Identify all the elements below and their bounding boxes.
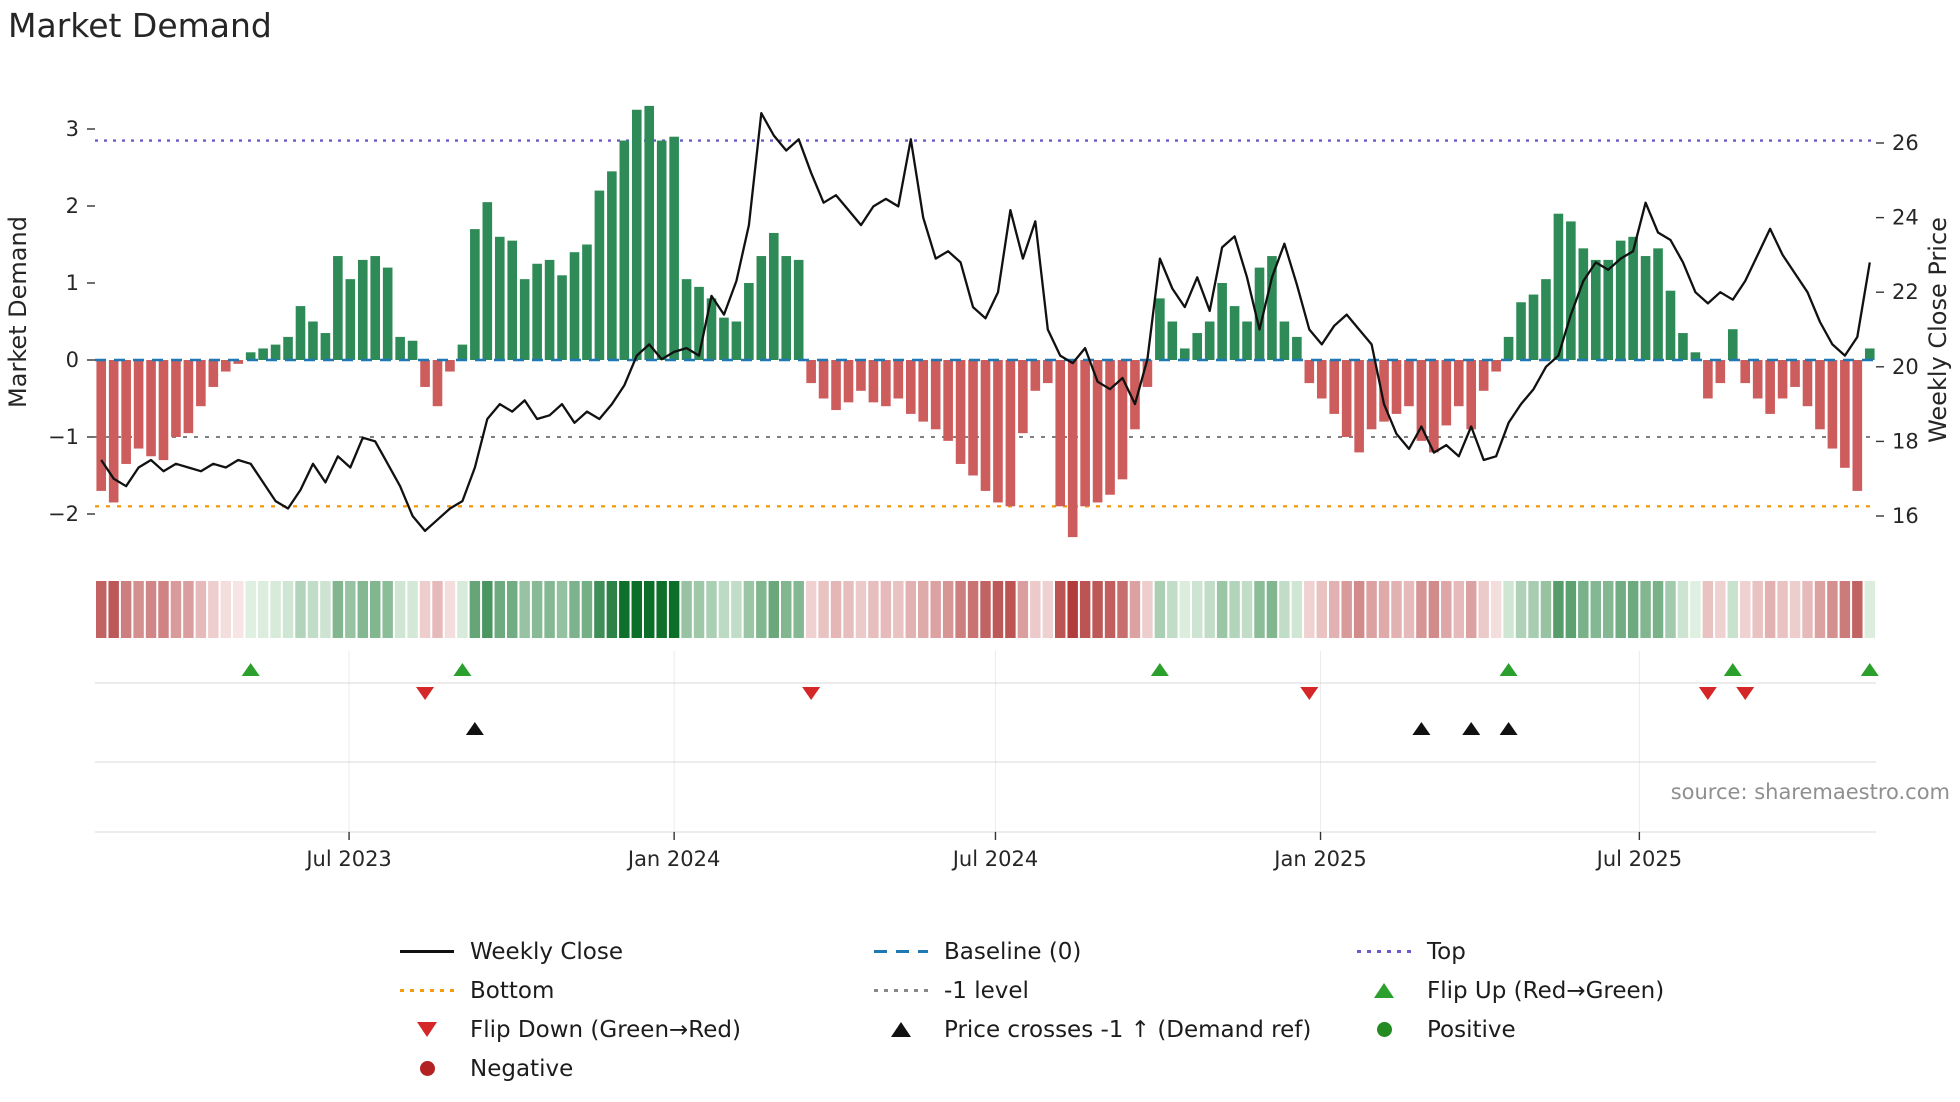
svg-text:1: 1 — [66, 271, 79, 295]
legend-item-bottom: Bottom — [398, 971, 741, 1010]
legend-item-negative: Negative — [398, 1049, 741, 1088]
legend-column-2: Baseline (0) -1 level Price crosses -1 ↑ (… — [872, 932, 1311, 1049]
svg-text:16: 16 — [1892, 504, 1919, 528]
legend-label: Negative — [470, 1055, 574, 1082]
left-axis-label: Market Demand — [4, 216, 32, 408]
legend-item-price-crosses-1-demand-ref: Price crosses -1 ↑ (Demand ref) — [872, 1010, 1311, 1049]
legend-item-flip-up-red-green: Flip Up (Red→Green) — [1355, 971, 1664, 1010]
svg-text:−2: −2 — [48, 502, 79, 526]
right-axis-ticks: 26 24 22 20 18 16 — [1876, 131, 1919, 528]
legend-label: Flip Up (Red→Green) — [1427, 977, 1665, 1004]
svg-text:3: 3 — [66, 117, 79, 141]
legend-label: Baseline (0) — [944, 938, 1082, 965]
legend-line-icon — [398, 950, 456, 953]
legend-dotted-icon — [398, 989, 456, 992]
svg-text:24: 24 — [1892, 206, 1919, 230]
legend-label: Weekly Close — [470, 938, 623, 965]
legend-item-positive: Positive — [1355, 1010, 1664, 1049]
right-axis-label: Weekly Close Price — [1924, 217, 1952, 443]
svg-text:18: 18 — [1892, 429, 1919, 453]
legend-label: Flip Down (Green→Red) — [470, 1016, 741, 1043]
legend-label: Bottom — [470, 977, 555, 1004]
svg-text:2: 2 — [66, 194, 79, 218]
svg-text:26: 26 — [1892, 131, 1919, 155]
source-text: source: sharemaestro.com — [1671, 780, 1950, 804]
svg-text:Jan 2024: Jan 2024 — [626, 847, 721, 871]
legend-triangle-down-icon — [398, 1022, 456, 1037]
flip-down-markers — [416, 687, 1755, 700]
svg-text:20: 20 — [1892, 355, 1919, 379]
svg-text:Jan 2025: Jan 2025 — [1272, 847, 1367, 871]
legend-column-1: Weekly Close Bottom Flip Down (Green→Red) N… — [398, 932, 741, 1088]
chart-title: Market Demand — [8, 6, 272, 45]
legend-label: Top — [1427, 938, 1466, 965]
legend-triangle-up-icon — [872, 1022, 930, 1037]
legend-dotted-icon — [1355, 950, 1413, 953]
heatmap-strip — [96, 581, 1875, 638]
svg-text:0: 0 — [66, 348, 79, 372]
legend-item-top: Top — [1355, 932, 1664, 971]
legend-dotted-icon — [872, 989, 930, 992]
legend-item-baseline-0: Baseline (0) — [872, 932, 1311, 971]
svg-text:22: 22 — [1892, 280, 1919, 304]
svg-text:Jul 2023: Jul 2023 — [304, 847, 391, 871]
legend-column-3: Top Flip Up (Red→Green) Positive — [1355, 932, 1664, 1049]
x-axis-labels: Jul 2023 Jan 2024 Jul 2024 Jan 2025 Jul 2025 — [304, 832, 1682, 871]
marker-panel-grid — [95, 651, 1876, 833]
legend-label: Price crosses -1 ↑ (Demand ref) — [944, 1016, 1312, 1043]
legend-dashed-icon — [872, 950, 930, 953]
legend-item-weekly-close: Weekly Close — [398, 932, 741, 971]
left-axis-ticks: 3 2 1 0 −1 −2 — [48, 117, 95, 526]
legend-circle-icon — [1355, 1022, 1413, 1037]
legend-triangle-up-icon — [1355, 983, 1413, 998]
legend-label: Positive — [1427, 1016, 1516, 1043]
legend-circle-icon — [398, 1061, 456, 1076]
svg-text:Jul 2024: Jul 2024 — [951, 847, 1038, 871]
price-cross-markers — [465, 722, 1518, 735]
legend-item-1-level: -1 level — [872, 971, 1311, 1010]
svg-text:−1: −1 — [48, 425, 79, 449]
flip-up-markers — [241, 663, 1879, 676]
legend-item-flip-down-green-red: Flip Down (Green→Red) — [398, 1010, 741, 1049]
price-line — [100, 112, 1871, 533]
demand-bars — [96, 105, 1875, 538]
svg-text:Jul 2025: Jul 2025 — [1595, 847, 1682, 871]
legend-label: -1 level — [944, 977, 1029, 1004]
legend: Weekly Close Bottom Flip Down (Green→Red) N… — [0, 932, 1960, 1097]
